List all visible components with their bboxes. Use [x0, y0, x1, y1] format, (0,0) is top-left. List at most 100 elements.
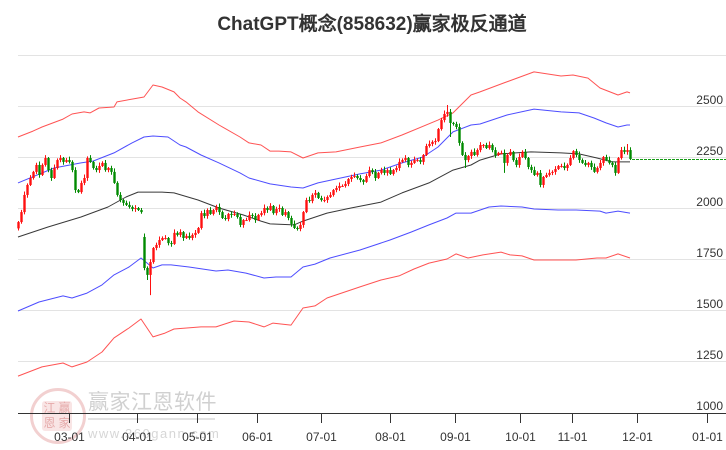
- candle-body: [272, 205, 275, 214]
- candle: [161, 236, 164, 242]
- candle-body: [29, 178, 32, 185]
- y-tick-label: 2250: [696, 144, 723, 158]
- candle-body: [275, 209, 278, 214]
- candle-body: [524, 151, 527, 159]
- candle: [224, 215, 227, 221]
- candle: [611, 161, 614, 168]
- candle-body: [548, 172, 551, 175]
- x-tick-label: 11-01: [558, 430, 588, 444]
- candle-body: [212, 210, 215, 214]
- candle-body: [461, 142, 464, 155]
- candle: [107, 166, 110, 173]
- candle: [131, 205, 134, 212]
- candle: [458, 123, 461, 146]
- candle: [350, 174, 353, 182]
- candle-body: [182, 232, 185, 238]
- candle-body: [626, 150, 629, 152]
- candle: [35, 162, 38, 175]
- candle: [509, 149, 512, 156]
- candle-body: [437, 129, 440, 142]
- candle-body: [32, 171, 35, 179]
- candle-body: [146, 267, 149, 275]
- candle: [329, 192, 332, 199]
- candle-body: [452, 122, 455, 124]
- candle-body: [629, 150, 632, 160]
- candle: [296, 226, 299, 231]
- candle-body: [128, 204, 131, 207]
- candle: [218, 203, 221, 215]
- candle: [557, 164, 560, 171]
- candle-body: [554, 169, 557, 172]
- candle: [380, 167, 383, 175]
- channel-line-blue-lower: [17, 205, 631, 312]
- candle: [326, 195, 329, 203]
- candle: [212, 209, 215, 216]
- candle-body: [173, 232, 176, 244]
- candle: [599, 160, 602, 171]
- candle-body: [131, 206, 134, 210]
- candle-body: [527, 158, 530, 167]
- candle: [191, 233, 194, 241]
- candle: [221, 210, 224, 220]
- candle: [20, 209, 23, 224]
- x-tick-label: 09-01: [440, 430, 471, 444]
- candle-body: [446, 111, 449, 114]
- candle: [563, 162, 566, 171]
- candle: [209, 207, 212, 215]
- candle-body: [242, 220, 245, 225]
- y-tick-label: 1000: [696, 399, 723, 413]
- candle-body: [575, 151, 578, 155]
- candle-body: [323, 200, 326, 202]
- candle: [344, 181, 347, 188]
- candle: [617, 157, 620, 174]
- candle: [188, 232, 191, 240]
- candle-body: [89, 158, 92, 162]
- candle: [506, 153, 509, 166]
- candle-body: [251, 214, 254, 216]
- candle: [359, 175, 362, 183]
- candle: [176, 231, 179, 237]
- candle-body: [503, 152, 506, 163]
- candle: [110, 165, 113, 175]
- candle-body: [368, 170, 371, 176]
- candle: [524, 149, 527, 160]
- candle-body: [152, 247, 155, 263]
- candle-body: [296, 227, 299, 230]
- candle: [608, 156, 611, 165]
- candle: [389, 167, 392, 175]
- candle-body: [404, 158, 407, 161]
- candle-body: [416, 160, 419, 162]
- candle: [86, 156, 89, 181]
- candle: [233, 210, 236, 216]
- candle: [470, 149, 473, 159]
- candle-body: [290, 217, 293, 224]
- y-tick-label: 2000: [696, 195, 723, 209]
- candle-body: [20, 212, 23, 223]
- candle: [602, 155, 605, 166]
- candle-body: [590, 162, 593, 167]
- candle-body: [395, 168, 398, 171]
- candle: [446, 104, 449, 117]
- candle-body: [299, 224, 302, 230]
- candle: [530, 164, 533, 173]
- candle: [245, 217, 248, 222]
- candle-body: [233, 213, 236, 215]
- candle-body: [392, 170, 395, 174]
- candle-body: [593, 166, 596, 172]
- candle: [164, 235, 167, 240]
- candle: [317, 191, 320, 200]
- candle: [440, 117, 443, 131]
- candle: [308, 196, 311, 203]
- candle-body: [317, 192, 320, 199]
- candle: [455, 121, 458, 130]
- candle-body: [107, 168, 110, 171]
- candle-body: [359, 178, 362, 181]
- candle-body: [500, 152, 503, 154]
- candle-body: [587, 162, 590, 165]
- candle-body: [248, 214, 251, 221]
- candle: [536, 171, 539, 177]
- candle-body: [473, 151, 476, 155]
- candle: [593, 163, 596, 173]
- candle-body: [230, 213, 233, 215]
- candle-body: [599, 162, 602, 169]
